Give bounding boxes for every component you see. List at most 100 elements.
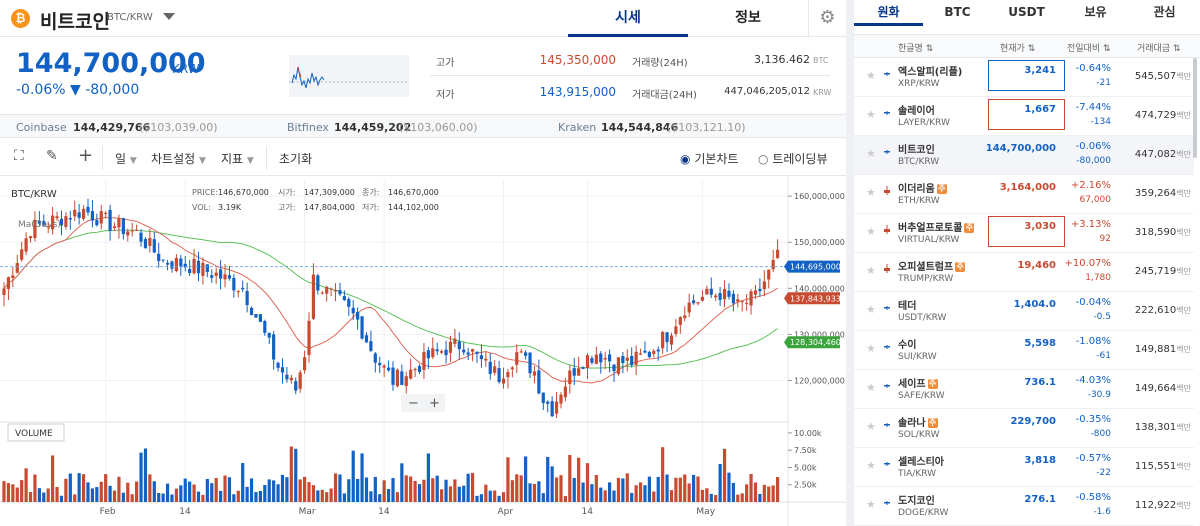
candle-body <box>652 350 656 355</box>
tab-quote[interactable]: 시세 <box>568 0 688 37</box>
candle-body <box>2 288 6 295</box>
coin-volume: 318,590백만 <box>1135 227 1191 238</box>
volume-bar <box>541 493 545 502</box>
candle-body <box>214 272 218 276</box>
coin-name: 테더 <box>898 297 916 312</box>
col-name[interactable]: 한글명 ⇅ <box>898 44 934 54</box>
volume-unit: 백만 <box>1176 72 1191 81</box>
candle-body <box>625 357 629 361</box>
candle-body <box>360 316 364 339</box>
coin-volume: 112,922백만 <box>1135 500 1191 511</box>
market-tab[interactable]: 보유 <box>1084 5 1107 19</box>
list-item[interactable]: ★ 세이프 주 SAFE/KRW 736.1 -4.03% -30.9 149,664백만 <box>854 370 1194 409</box>
col-price[interactable]: 현재가 ⇅ <box>1000 44 1036 54</box>
mini-candle-icon <box>884 186 890 195</box>
star-icon[interactable]: ★ <box>866 381 876 394</box>
mini-candle-icon <box>884 72 890 76</box>
volume-bar <box>590 484 594 502</box>
star-icon[interactable]: ★ <box>866 498 876 511</box>
list-item[interactable]: ★ 엑스알피(리플) XRP/KRW 3,241 -0.64% -21 545,507백만 <box>854 58 1194 97</box>
volume-bar <box>64 478 68 502</box>
market-tab[interactable]: 원화 <box>854 0 923 26</box>
star-icon[interactable]: ★ <box>866 108 876 121</box>
list-item[interactable]: ★ 오피셜트럼프 주 TRUMP/KRW 19,460 +10.07% 1,780 245,7… <box>854 253 1194 292</box>
volume-bar <box>24 468 28 502</box>
star-icon[interactable]: ★ <box>866 147 876 160</box>
interval-select[interactable]: 일 ▼ <box>115 150 137 167</box>
list-item[interactable]: ★ 도지코인 DOGE/KRW 276.1 -0.58% -1.6 112,922백만 <box>854 487 1194 526</box>
candle-body <box>479 355 484 360</box>
candle-body <box>665 332 669 343</box>
candle-body <box>775 249 780 259</box>
volume-bar <box>95 487 99 502</box>
y-tick-label: 150,000,000 <box>794 238 845 247</box>
market-tab[interactable]: USDT <box>1008 5 1045 19</box>
candle-body <box>519 351 523 353</box>
fullscreen-icon[interactable]: ⛶ <box>14 148 24 164</box>
volume-bar <box>245 486 249 502</box>
warning-icon: 주 <box>927 418 938 428</box>
tradingview-radio[interactable]: ○ 트레이딩뷰 <box>758 150 828 167</box>
gear-icon[interactable]: ⚙ <box>808 0 846 37</box>
volume-bar <box>656 476 660 502</box>
col-change[interactable]: 전일대비 ⇅ <box>1067 44 1111 54</box>
candle-body <box>188 268 192 274</box>
candle-body <box>581 367 585 369</box>
zoom-out-button[interactable]: − <box>408 396 419 411</box>
star-icon[interactable]: ★ <box>866 264 876 277</box>
price-chart[interactable]: 160,000,000 150,000,000 140,000,000 130,000… <box>0 176 846 526</box>
volume-bar <box>568 455 572 502</box>
volume-bar <box>488 490 492 502</box>
volume-bar <box>665 474 669 502</box>
candle-body <box>554 401 559 414</box>
volume-bar <box>550 466 554 502</box>
star-icon[interactable]: ★ <box>866 225 876 238</box>
volume-bar <box>360 453 364 502</box>
volume-bar <box>736 494 740 502</box>
list-item[interactable]: ★ 테더 USDT/KRW 1,404.0 -0.04% -0.5 222,610백만 <box>854 292 1194 331</box>
star-icon[interactable]: ★ <box>866 342 876 355</box>
star-icon[interactable]: ★ <box>866 186 876 199</box>
list-item[interactable]: ★ 솔레이어 LAYER/KRW 1,667 -7.44% -134 474,729백만 <box>854 97 1194 136</box>
volume-bar <box>28 492 33 502</box>
star-icon[interactable]: ★ <box>866 459 876 472</box>
list-item[interactable]: ★ 버추얼프로토콜 주 VIRTUAL/KRW 3,030 +3.13% 92 318,590… <box>854 214 1194 253</box>
exchange-krw: 144,459,202 <box>334 121 412 134</box>
candle-body <box>294 381 298 391</box>
candle-body <box>55 216 59 219</box>
reset-button[interactable]: 초기화 <box>279 152 313 166</box>
tab-info[interactable]: 정보 <box>735 10 761 26</box>
star-icon[interactable]: ★ <box>866 303 876 316</box>
volume-bar <box>678 477 682 502</box>
coin-change: 92 <box>1099 234 1111 244</box>
list-item[interactable]: ★ 셀레스티아 TIA/KRW 3,818 -0.57% -22 115,551백만 <box>854 448 1194 487</box>
candle-body <box>700 296 705 301</box>
candle-body <box>532 371 537 376</box>
list-item[interactable]: ★ 수이 SUI/KRW 5,598 -1.08% -61 149,881백만 <box>854 331 1194 370</box>
coin-dropdown-icon[interactable] <box>163 13 175 20</box>
chart-settings-menu[interactable]: 차트설정 ▼ <box>151 150 206 167</box>
bitcoin-icon: ₿ <box>11 9 30 28</box>
candle-body <box>440 351 444 353</box>
market-tab[interactable]: 관심 <box>1153 5 1176 19</box>
vol-label: VOL: <box>192 203 211 212</box>
col-volume[interactable]: 거래대금 ⇅ <box>1137 44 1181 54</box>
crosshair-icon[interactable]: + <box>78 145 94 166</box>
market-tab[interactable]: BTC <box>944 5 971 19</box>
zoom-in-button[interactable]: + <box>429 396 440 411</box>
candle-body <box>762 281 766 290</box>
candle-body <box>638 353 643 355</box>
candle-body <box>616 357 621 374</box>
candle-body <box>130 230 134 232</box>
star-icon[interactable]: ★ <box>866 69 876 82</box>
scrollbar[interactable] <box>1193 58 1197 158</box>
pencil-icon[interactable]: ✎ <box>46 148 58 164</box>
list-item[interactable]: ★ 이더리움 주 ETH/KRW 3,164,000 +2.16% 67,000 359,26… <box>854 175 1194 214</box>
volume-bar <box>320 489 324 502</box>
volume-bar <box>493 490 497 502</box>
star-icon[interactable]: ★ <box>866 420 876 433</box>
list-item[interactable]: ★ 솔라나 주 SOL/KRW 229,700 -0.35% -800 138,301백만 <box>854 409 1194 448</box>
indicators-menu[interactable]: 지표 ▼ <box>221 150 254 167</box>
basic-chart-radio[interactable]: ◉ 기본차트 <box>680 150 738 167</box>
list-item[interactable]: ★ 비트코인 BTC/KRW 144,700,000 -0.06% -80,000 447,… <box>854 136 1194 175</box>
